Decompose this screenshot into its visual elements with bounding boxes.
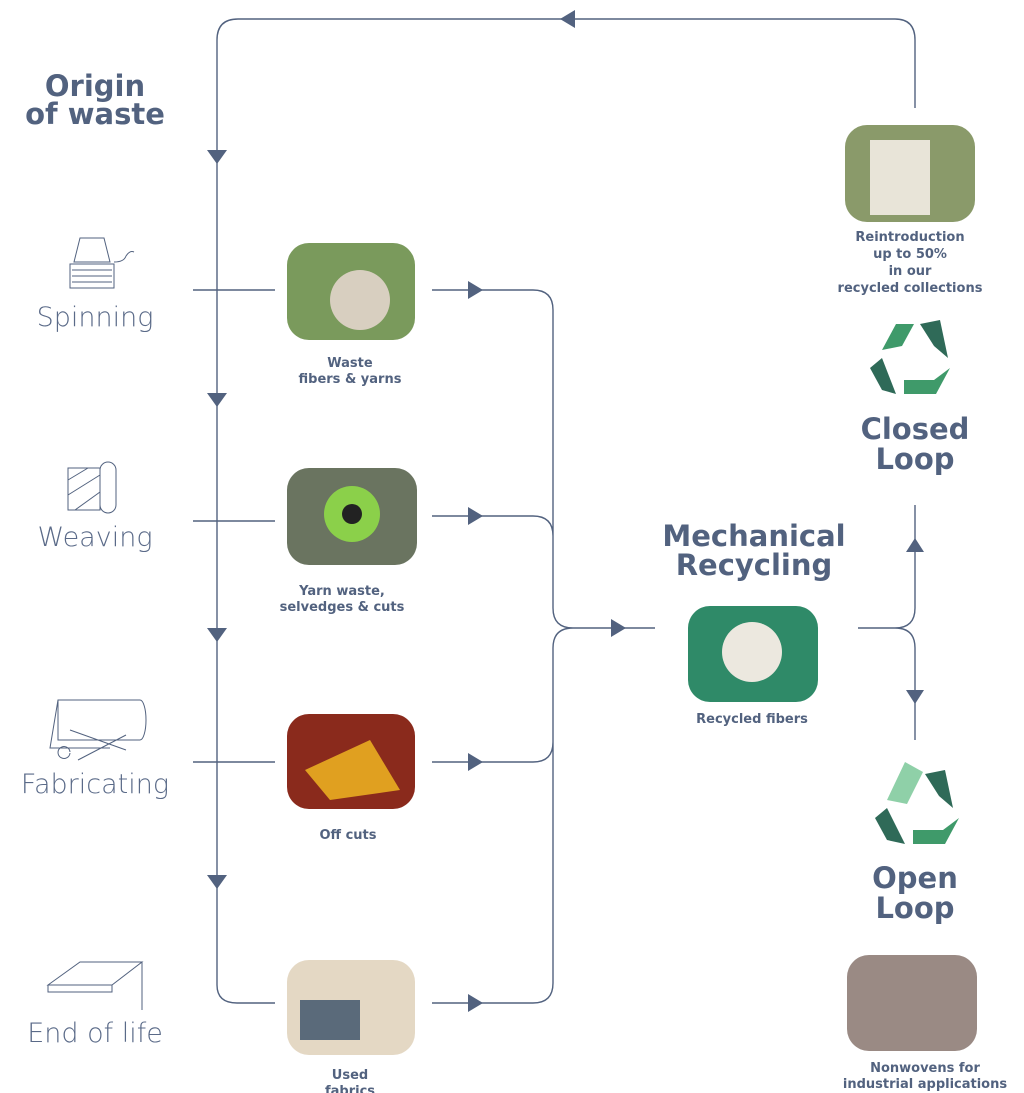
photo-detail bbox=[870, 140, 930, 215]
waste-caption: fabrics bbox=[325, 1084, 375, 1093]
diagram: Originof wasteSpinningWeavingFabricating… bbox=[0, 0, 1024, 1093]
open-loop-title: Open bbox=[872, 861, 958, 895]
closed-loop-caption: recycled collections bbox=[838, 281, 983, 296]
waste-caption: Off cuts bbox=[319, 828, 376, 843]
waste-caption: fibers & yarns bbox=[299, 372, 402, 387]
closed-loop-icon bbox=[870, 320, 950, 394]
stage-label: Spinning bbox=[37, 302, 154, 333]
waste-caption: Waste bbox=[327, 356, 373, 371]
photo-detail bbox=[300, 1000, 360, 1040]
open-loop-caption: Nonwovens for bbox=[870, 1061, 980, 1076]
recycled-caption: Recycled fibers bbox=[696, 712, 808, 727]
open-loop-caption: industrial applications bbox=[843, 1077, 1007, 1092]
photos bbox=[287, 125, 977, 1055]
photo-detail bbox=[342, 504, 362, 524]
closed-loop-caption: in our bbox=[889, 264, 932, 279]
waste-caption: Used bbox=[332, 1068, 368, 1083]
closed-loop-caption: up to 50% bbox=[873, 247, 947, 262]
closed-loop-caption: Reintroduction bbox=[855, 230, 964, 245]
open-loop-title: Loop bbox=[875, 891, 954, 925]
recycling-title: Recycling bbox=[676, 548, 833, 582]
stage-label: Fabricating bbox=[21, 769, 169, 800]
title: of waste bbox=[25, 97, 165, 131]
waste-caption: selvedges & cuts bbox=[280, 600, 405, 615]
closed-loop-title: Loop bbox=[875, 442, 954, 476]
stage-label: End of life bbox=[27, 1018, 163, 1049]
nonwovens-photo bbox=[847, 955, 977, 1051]
stage-label: Weaving bbox=[37, 522, 152, 553]
stage-icons bbox=[48, 238, 146, 1010]
photo-detail bbox=[722, 622, 782, 682]
photo-detail bbox=[330, 270, 390, 330]
closed-loop-title: Closed bbox=[861, 412, 970, 446]
waste-caption: Yarn waste, bbox=[298, 584, 385, 599]
open-loop-icon bbox=[875, 762, 959, 844]
